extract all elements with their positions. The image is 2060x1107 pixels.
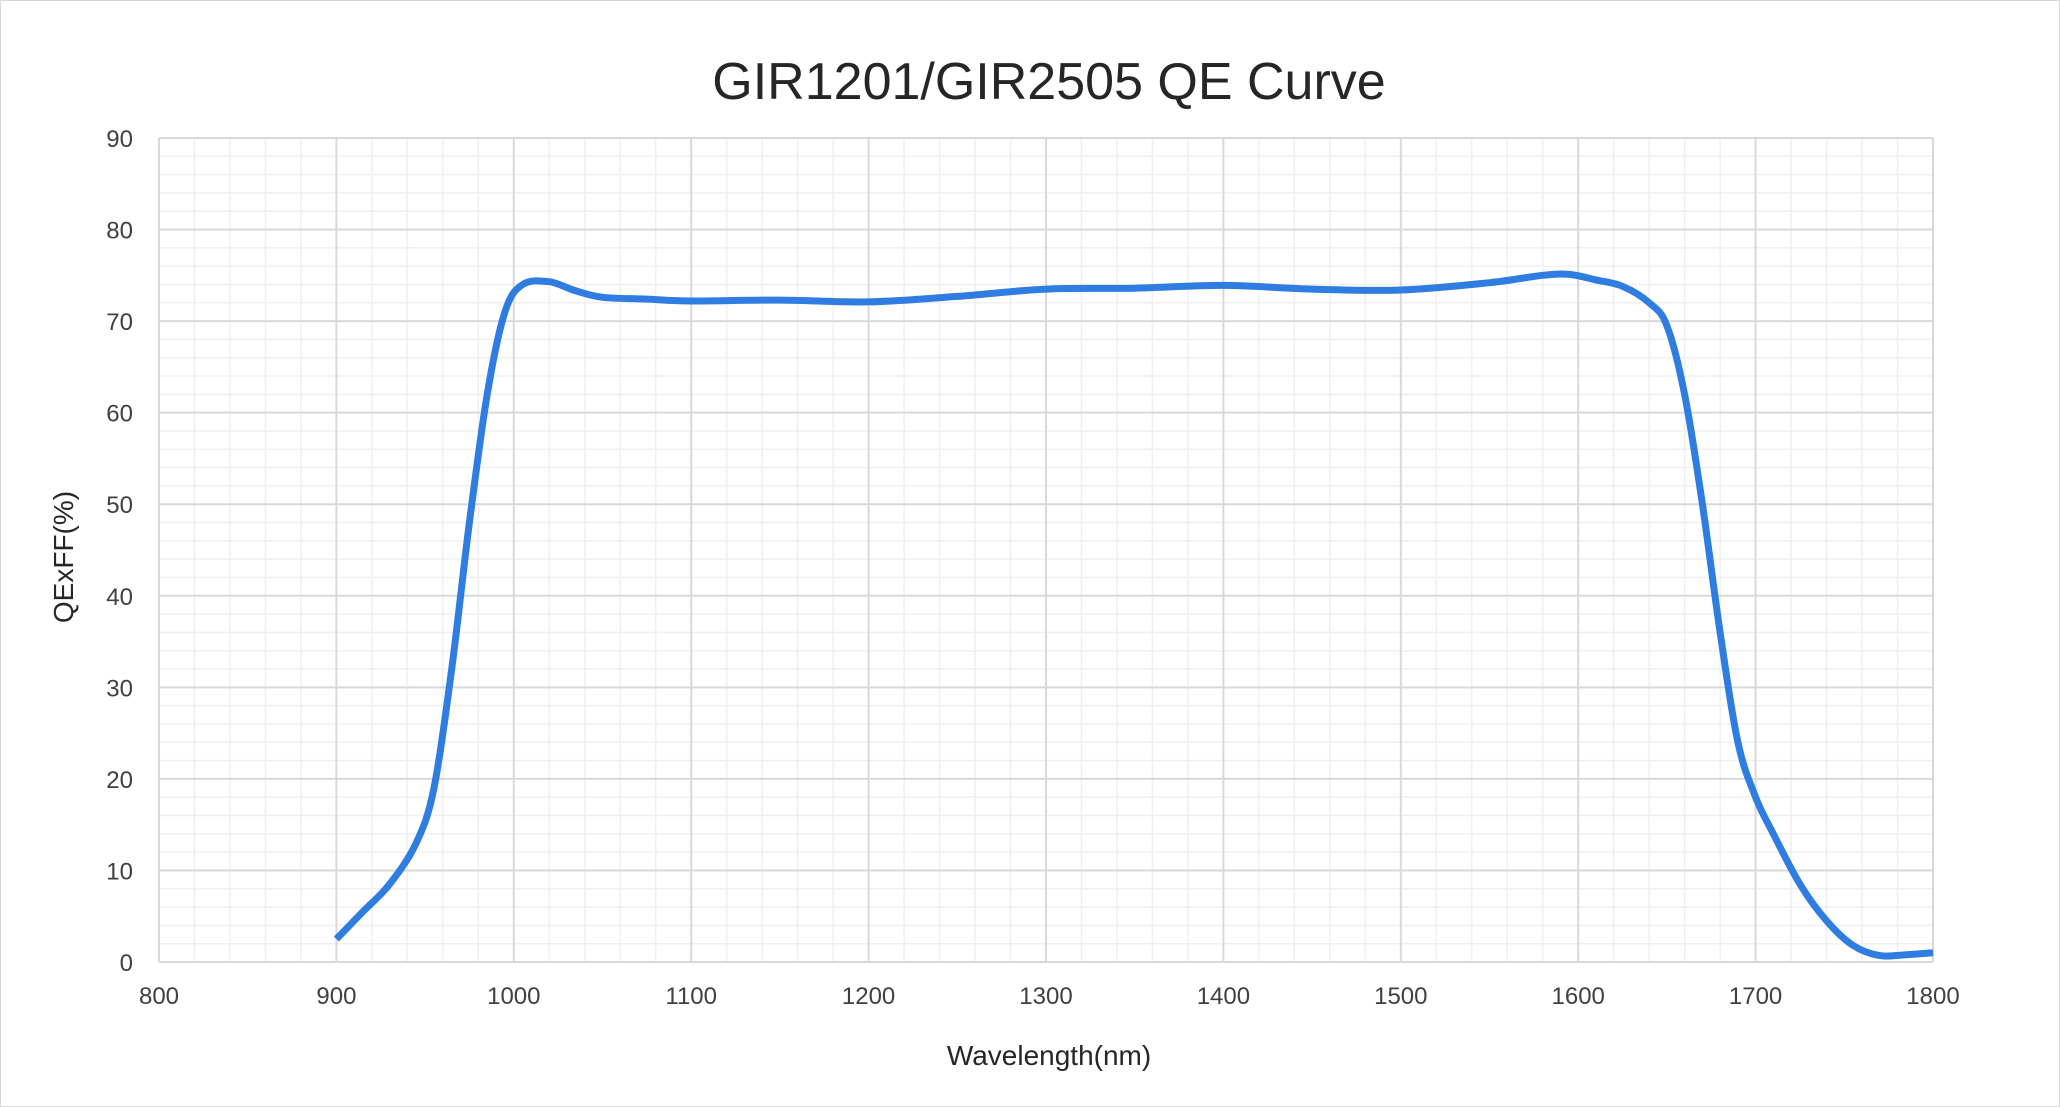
x-axis-title: Wavelength(nm) xyxy=(947,1040,1151,1071)
y-tick-label: 40 xyxy=(106,584,133,611)
x-tick-label: 1200 xyxy=(842,983,895,1010)
x-axis-tick-labels: 800 900 1000 1100 1200 1300 1400 1500 1600 1700 18… xyxy=(139,983,1960,1010)
series-line-0 xyxy=(333,270,1934,960)
x-tick-label: 800 xyxy=(139,983,179,1010)
y-tick-label: 10 xyxy=(106,858,133,885)
y-axis-tick-labels: 0 10 20 30 40 50 60 70 80 90 xyxy=(106,126,133,977)
major-gridlines xyxy=(158,137,1934,963)
y-tick-label: 60 xyxy=(106,401,133,428)
y-axis-title: QExFF(%) xyxy=(48,491,79,623)
x-tick-label: 900 xyxy=(316,983,356,1010)
y-tick-label: 90 xyxy=(106,126,133,153)
y-tick-label: 0 xyxy=(120,950,133,977)
x-tick-label: 1800 xyxy=(1906,983,1959,1010)
x-tick-label: 1300 xyxy=(1019,983,1072,1010)
y-tick-label: 80 xyxy=(106,218,133,245)
y-tick-label: 20 xyxy=(106,767,133,794)
series-layer xyxy=(333,270,1934,960)
y-tick-label: 30 xyxy=(106,675,133,702)
x-tick-label: 1600 xyxy=(1552,983,1605,1010)
x-tick-label: 1000 xyxy=(487,983,540,1010)
y-tick-label: 70 xyxy=(106,309,133,336)
x-tick-label: 1100 xyxy=(665,983,717,1010)
x-tick-label: 1700 xyxy=(1729,983,1782,1010)
chart-title: GIR1201/GIR2505 QE Curve xyxy=(712,53,1385,111)
x-tick-label: 1400 xyxy=(1197,983,1250,1010)
x-tick-label: 1500 xyxy=(1374,983,1427,1010)
y-tick-label: 50 xyxy=(106,492,133,519)
